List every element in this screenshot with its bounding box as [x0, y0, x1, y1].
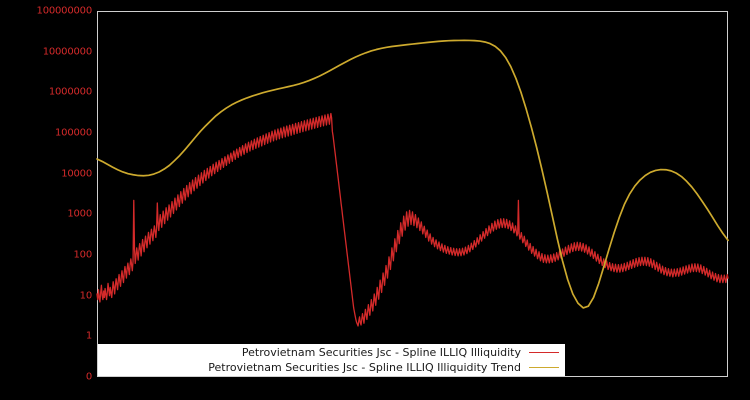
legend-swatch-illiq	[529, 352, 559, 353]
plot-area-frame	[97, 11, 728, 377]
y-tick-label: 1000000	[48, 86, 92, 98]
y-tick-label: 10000	[61, 168, 92, 180]
y-tick-label: 10	[79, 290, 93, 302]
legend-swatch-trend	[529, 367, 559, 368]
chart-legend[interactable]: Petrovietnam Securities Jsc - Spline ILL…	[98, 344, 565, 376]
y-tick-label: 1	[85, 330, 92, 342]
y-tick-label: 0	[85, 371, 92, 383]
y-tick-label: 10000000	[42, 46, 93, 58]
legend-label-illiq: Petrovietnam Securities Jsc - Spline ILL…	[241, 346, 521, 359]
legend-label-trend: Petrovietnam Securities Jsc - Spline ILL…	[208, 361, 521, 374]
y-tick-label: 100000	[55, 127, 92, 139]
y-axis-tick-labels: 100000000 10000000 1000000 100000 10000 1000 1…	[0, 0, 93, 400]
y-tick-label: 1000	[67, 208, 92, 220]
y-tick-label: 100000000	[36, 5, 93, 17]
legend-item-trend[interactable]: Petrovietnam Securities Jsc - Spline ILL…	[98, 360, 565, 375]
legend-item-illiq[interactable]: Petrovietnam Securities Jsc - Spline ILL…	[98, 345, 565, 360]
y-tick-label: 100	[73, 249, 93, 261]
